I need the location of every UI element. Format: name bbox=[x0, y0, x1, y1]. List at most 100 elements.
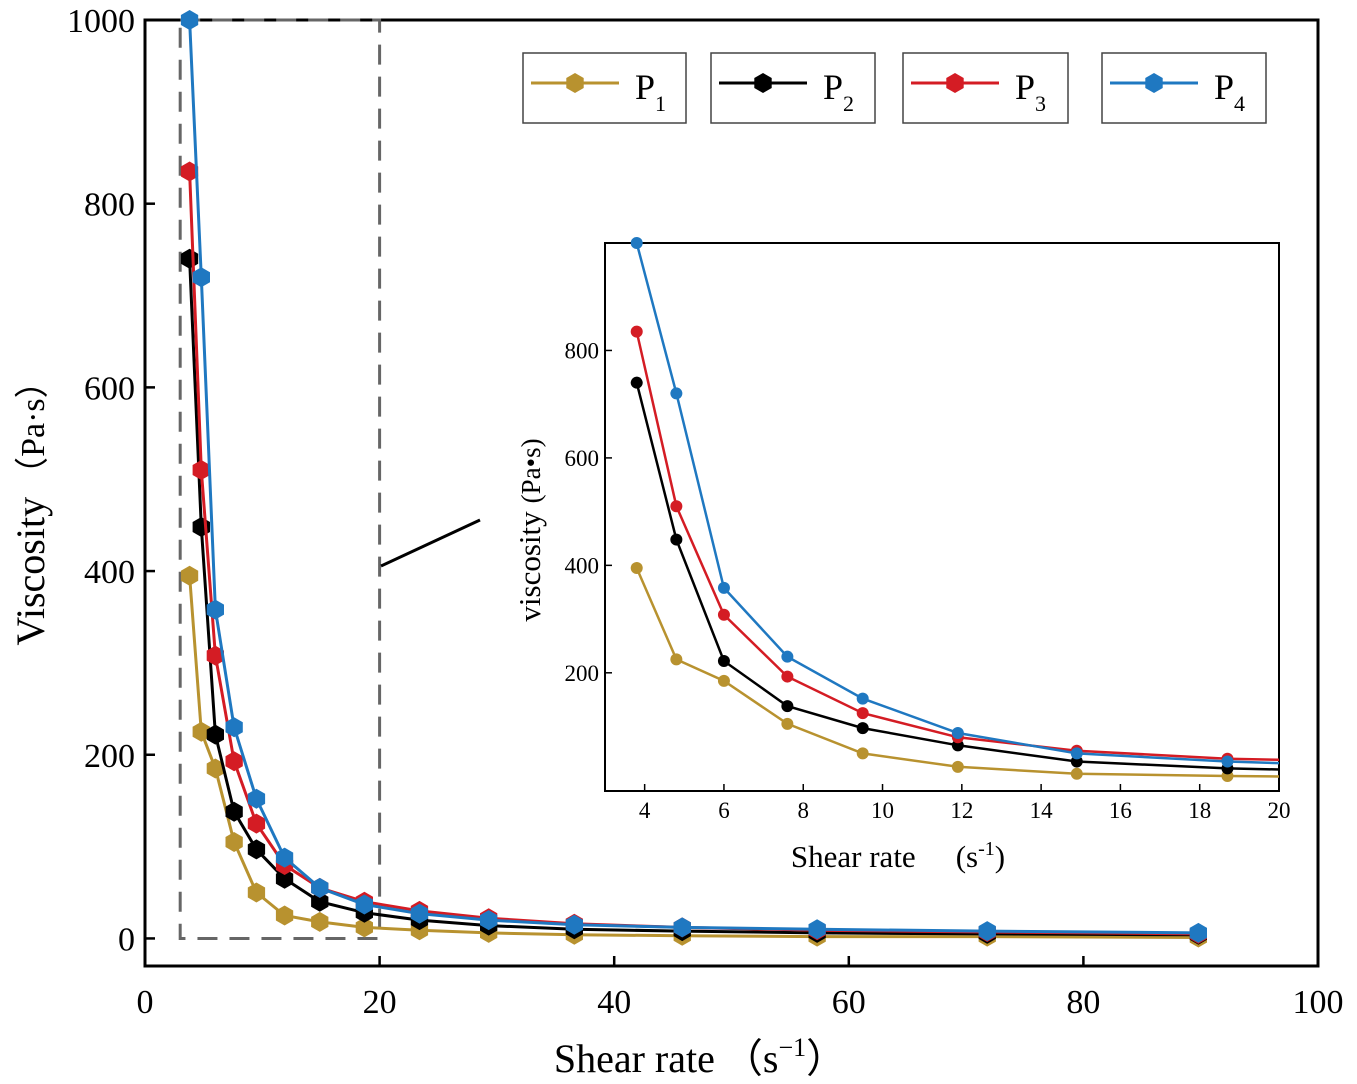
x-axis-unit-close: ） bbox=[806, 1036, 846, 1081]
data-point-p4 bbox=[1189, 922, 1207, 943]
zoom-region-box bbox=[178, 18, 382, 940]
data-point-p4 bbox=[192, 267, 210, 288]
inset-plot: 4 6 8 10 12 14 16 18 20 200 400 600 800 Shear rate (s-… bbox=[512, 237, 1291, 874]
x-tick-label: 100 bbox=[1293, 984, 1344, 1021]
inset-x-tick-label: 16 bbox=[1109, 798, 1132, 823]
inset-y-tick-label: 600 bbox=[565, 446, 600, 471]
x-tick-label: 60 bbox=[832, 984, 866, 1021]
legend-label-text: P bbox=[1214, 67, 1234, 107]
y-tick-label: 800 bbox=[84, 187, 135, 224]
data-point-p4 bbox=[410, 903, 429, 924]
inset-plot-frame bbox=[604, 242, 1280, 792]
x-tick-label: 40 bbox=[597, 984, 631, 1021]
data-point-p1 bbox=[275, 905, 294, 926]
inset-x-tick-label: 12 bbox=[950, 798, 973, 823]
data-point-p1 bbox=[247, 882, 266, 903]
legend-marker-p2 bbox=[754, 73, 772, 93]
legend-label-p2: P2 bbox=[823, 67, 854, 116]
y-tick-label: 0 bbox=[118, 921, 135, 958]
y-tick-label: 400 bbox=[84, 554, 135, 591]
inset-x-axis-unit-close: ) bbox=[995, 839, 1005, 874]
inset-data-point-p2 bbox=[781, 700, 794, 713]
inset-data-point-p1 bbox=[781, 717, 794, 730]
data-point-p1 bbox=[225, 832, 243, 852]
inset-x-tick-label: 14 bbox=[1030, 798, 1054, 823]
data-point-p4 bbox=[978, 921, 996, 942]
legend-marker-p3 bbox=[946, 73, 964, 93]
inset-x-axis-title: Shear rate (s-1) bbox=[791, 838, 1005, 874]
inset-data-point-p3 bbox=[781, 670, 794, 683]
inset-data-point-p4 bbox=[951, 726, 964, 739]
data-point-p1 bbox=[180, 565, 199, 586]
inset-data-point-p2 bbox=[717, 654, 730, 667]
data-point-p3 bbox=[206, 645, 224, 666]
legend-marker-p4 bbox=[1145, 73, 1163, 93]
main-plot-frame bbox=[143, 18, 1320, 968]
legend-label-text: P bbox=[635, 67, 655, 107]
inset-data-point-p3 bbox=[630, 325, 643, 338]
data-point-p2 bbox=[247, 839, 266, 860]
data-point-p4 bbox=[311, 877, 329, 898]
inset-x-tick-label: 4 bbox=[639, 798, 651, 823]
legend-label-text: P bbox=[823, 67, 843, 107]
inset-data-point-p1 bbox=[856, 747, 869, 760]
data-point-p2 bbox=[275, 868, 294, 889]
inset-data-point-p3 bbox=[717, 608, 730, 621]
inset-data-point-p3 bbox=[856, 707, 869, 720]
inset-data-point-p2 bbox=[670, 533, 683, 546]
data-point-p4 bbox=[480, 910, 498, 931]
legend-label-subscript: 4 bbox=[1234, 91, 1245, 116]
data-point-p2 bbox=[206, 724, 224, 745]
data-point-p3 bbox=[180, 161, 199, 182]
data-point-p1 bbox=[311, 911, 329, 932]
inset-data-point-p2 bbox=[856, 722, 869, 735]
y-tick-label: 600 bbox=[84, 370, 135, 407]
inset-y-axis-unit: (Pa•s) bbox=[516, 438, 546, 503]
x-tick-label: 80 bbox=[1066, 984, 1100, 1021]
data-point-p2 bbox=[311, 891, 329, 912]
inset-x-tick-label: 18 bbox=[1188, 798, 1211, 823]
legend-label-subscript: 3 bbox=[1035, 91, 1046, 116]
inset-y-tick-label: 200 bbox=[565, 661, 600, 686]
data-point-p2 bbox=[180, 248, 199, 269]
inset-data-point-p4 bbox=[856, 692, 869, 705]
zoom-connector-line bbox=[380, 518, 481, 568]
inset-x-tick-label: 6 bbox=[718, 798, 730, 823]
inset-y-axis-title: viscosity (Pa•s) bbox=[512, 438, 547, 621]
legend-label-p3: P3 bbox=[1015, 67, 1046, 116]
legend-label-subscript: 1 bbox=[655, 91, 666, 116]
data-point-p4 bbox=[673, 917, 691, 938]
legend-label-text: P bbox=[1015, 67, 1035, 107]
data-point-p2 bbox=[225, 801, 243, 822]
inset-y-axis-title-text: viscosity bbox=[512, 511, 547, 622]
inset-x-tick-label: 10 bbox=[871, 798, 894, 823]
data-point-p4 bbox=[565, 914, 583, 935]
data-point-p3 bbox=[247, 813, 266, 834]
inset-data-point-p4 bbox=[781, 650, 794, 663]
x-tick-label: 20 bbox=[363, 984, 397, 1021]
inset-data-point-p4 bbox=[630, 237, 643, 249]
legend-box-p4 bbox=[1101, 52, 1267, 124]
y-axis-unit: （Pa·s） bbox=[14, 364, 52, 491]
y-axis-title: Viscosity （Pa·s） bbox=[8, 364, 53, 645]
inset-x-tick-label: 8 bbox=[797, 798, 809, 823]
inset-x-tick-label: 20 bbox=[1268, 798, 1291, 823]
data-point-p1 bbox=[206, 758, 224, 779]
legend-box-p1 bbox=[522, 52, 687, 124]
inset-y-tick-label: 400 bbox=[565, 553, 600, 578]
y-tick-label: 1000 bbox=[67, 3, 135, 40]
y-tick-label: 200 bbox=[84, 738, 135, 775]
data-point-p3 bbox=[225, 751, 243, 772]
data-point-p4 bbox=[206, 599, 224, 620]
data-point-p4 bbox=[247, 788, 266, 809]
inset-data-point-p4 bbox=[1221, 755, 1234, 768]
inset-data-point-p2 bbox=[630, 376, 643, 389]
x-axis-title: Shear rate （s−1） bbox=[554, 1033, 846, 1081]
data-point-p4 bbox=[225, 717, 243, 738]
legend-marker-p1 bbox=[566, 73, 584, 93]
inset-data-point-p3 bbox=[670, 500, 683, 513]
inset-x-axis-unit-exponent: -1 bbox=[978, 838, 995, 860]
x-axis-unit: （s bbox=[723, 1036, 779, 1081]
